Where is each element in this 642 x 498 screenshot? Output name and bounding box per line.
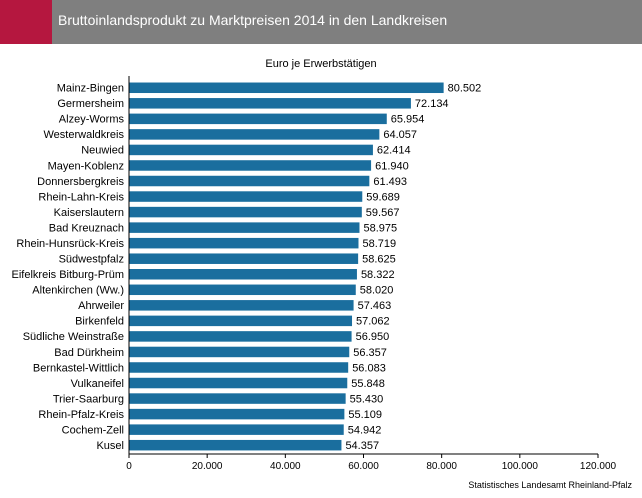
x-tick-label: 60.000 xyxy=(348,461,379,472)
data-label: 58.975 xyxy=(363,222,397,234)
bar xyxy=(129,237,359,249)
bar xyxy=(129,408,345,420)
bar xyxy=(129,377,348,389)
bar xyxy=(129,346,350,358)
data-label: 58.625 xyxy=(362,254,396,266)
category-label: Bad Kreuznach xyxy=(49,222,124,234)
category-label: Trier-Saarburg xyxy=(53,393,124,405)
category-label: Bernkastel-Wittlich xyxy=(33,362,124,374)
data-label: 58.719 xyxy=(362,238,396,250)
bar xyxy=(129,98,411,109)
bar xyxy=(129,82,444,94)
bar xyxy=(129,144,373,156)
category-label: Bad Dürkheim xyxy=(54,347,124,359)
bar xyxy=(129,113,387,125)
category-label: Eifelkreis Bitburg-Prüm xyxy=(12,269,124,281)
data-label: 58.020 xyxy=(360,285,394,297)
bar xyxy=(129,269,357,280)
category-label: Altenkirchen (Ww.) xyxy=(32,285,124,297)
category-label: Rhein-Hunsrück-Kreis xyxy=(16,238,124,250)
bar xyxy=(129,129,380,140)
x-tick-label: 100.000 xyxy=(502,461,539,472)
category-label: Cochem-Zell xyxy=(62,424,124,436)
data-label: 64.057 xyxy=(383,129,417,141)
bar-chart: Mainz-Bingen 80.502 Germersheim 72.134 Alzey… xyxy=(12,76,617,472)
x-tick-label: 20.000 xyxy=(192,461,223,472)
data-label: 72.134 xyxy=(415,98,449,110)
category-label: Kusel xyxy=(96,440,124,452)
data-label: 55.430 xyxy=(350,393,384,405)
bar xyxy=(129,315,353,327)
category-label: Kaiserslautern xyxy=(54,207,124,219)
data-label: 55.109 xyxy=(348,409,382,421)
category-label: Südliche Weinstraße xyxy=(23,331,124,343)
data-label: 80.502 xyxy=(448,83,482,95)
x-tick-label: 40.000 xyxy=(270,461,301,472)
category-label: Neuwied xyxy=(81,145,124,157)
bar xyxy=(129,424,344,435)
chart-title: Bruttoinlandsprodukt zu Marktpreisen 201… xyxy=(58,12,448,28)
bar xyxy=(129,439,342,451)
bar xyxy=(129,393,346,404)
category-label: Vulkaneifel xyxy=(71,378,124,390)
data-label: 57.062 xyxy=(356,316,390,328)
data-label: 54.357 xyxy=(345,440,379,452)
data-label: 62.414 xyxy=(377,145,411,157)
data-label: 61.940 xyxy=(375,160,409,172)
bar xyxy=(129,191,363,202)
chart-header: Bruttoinlandsprodukt zu Marktpreisen 201… xyxy=(0,0,642,44)
bar xyxy=(129,253,359,264)
source-note: Statistisches Landesamt Rheinland-Pfalz xyxy=(468,480,632,490)
category-label: Rhein-Lahn-Kreis xyxy=(38,191,124,203)
bar xyxy=(129,284,356,296)
category-label: Birkenfeld xyxy=(75,316,124,328)
data-label: 57.463 xyxy=(358,300,392,312)
bar xyxy=(129,175,370,187)
category-label: Ahrweiler xyxy=(78,300,124,312)
category-label: Mainz-Bingen xyxy=(57,83,124,95)
category-label: Rhein-Pfalz-Kreis xyxy=(38,409,124,421)
data-label: 56.083 xyxy=(352,362,386,374)
bar xyxy=(129,160,372,171)
category-label: Südwestpfalz xyxy=(59,254,124,266)
data-label: 56.950 xyxy=(356,331,390,343)
bar xyxy=(129,206,362,218)
category-label: Donnersbergkreis xyxy=(37,176,124,188)
bar xyxy=(129,300,354,311)
data-label: 54.942 xyxy=(348,424,382,436)
data-label: 59.689 xyxy=(366,191,400,203)
x-tick-label: 0 xyxy=(126,461,132,472)
category-label: Westerwaldkreis xyxy=(44,129,125,141)
header-accent xyxy=(0,0,52,44)
bar xyxy=(129,362,349,373)
bar xyxy=(129,331,352,342)
x-tick-label: 120.000 xyxy=(580,461,617,472)
data-label: 65.954 xyxy=(391,114,425,126)
data-label: 59.567 xyxy=(366,207,400,219)
bar xyxy=(129,222,360,233)
data-label: 55.848 xyxy=(351,378,385,390)
category-label: Germersheim xyxy=(57,98,124,110)
data-label: 56.357 xyxy=(353,347,387,359)
data-label: 61.493 xyxy=(373,176,407,188)
chart-subtitle: Euro je Erwerbstätigen xyxy=(265,58,377,70)
category-label: Mayen-Koblenz xyxy=(48,160,124,172)
x-tick-label: 80.000 xyxy=(426,461,457,472)
data-label: 58.322 xyxy=(361,269,395,281)
category-label: Alzey-Worms xyxy=(59,114,125,126)
